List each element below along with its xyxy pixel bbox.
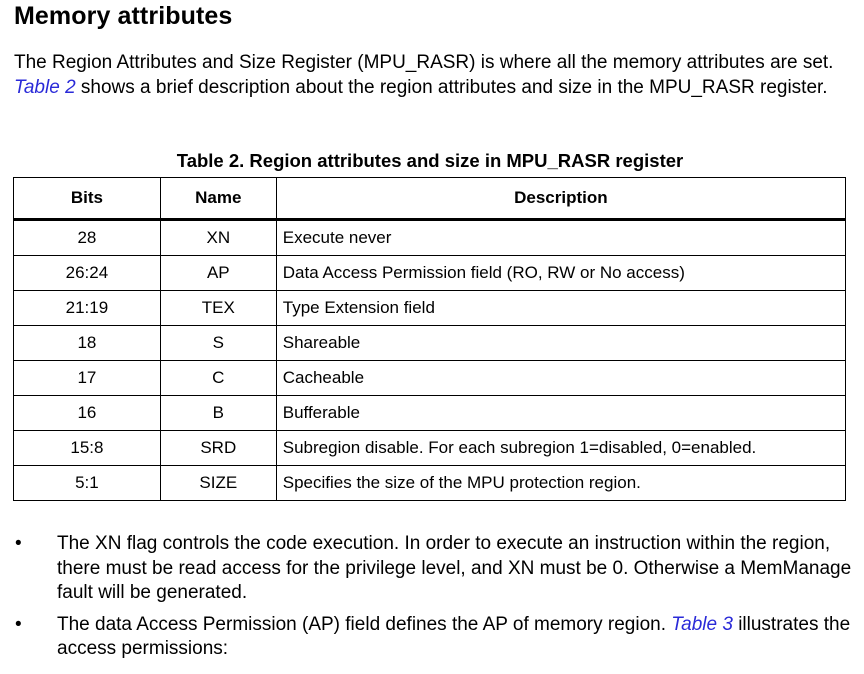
table-row: 28 XN Execute never <box>13 219 847 256</box>
cell-description: Bufferable <box>275 395 847 431</box>
bullet-text: The XN flag controls the code execution.… <box>57 533 852 603</box>
table-row: 26:24 AP Data Access Permission field (R… <box>13 255 847 291</box>
table-row: 21:19 TEX Type Extension field <box>13 290 847 326</box>
cell-name: SIZE <box>159 465 277 501</box>
cell-name: SRD <box>159 430 277 466</box>
cell-bits: 26:24 <box>13 255 161 291</box>
cell-description: Execute never <box>275 219 847 256</box>
list-item: • The data Access Permission (AP) field … <box>14 613 854 662</box>
bullet-text-after: illustrates the access permissions: <box>57 613 851 660</box>
table-row: 17 C Cacheable <box>13 360 847 396</box>
cell-name: C <box>159 360 277 396</box>
cell-name: TEX <box>159 290 277 326</box>
header-description: Description <box>275 177 847 221</box>
cell-bits: 5:1 <box>13 465 161 501</box>
cell-description: Shareable <box>275 325 847 361</box>
table-row: 5:1 SIZE Specifies the size of the MPU p… <box>13 465 847 501</box>
table-caption: Table 2. Region attributes and size in M… <box>176 150 684 171</box>
intro-text-1: The Region Attributes and Size Register … <box>14 52 834 73</box>
cell-description: Specifies the size of the MPU protection… <box>275 465 847 501</box>
table-header-row: Bits Name Description <box>13 177 847 221</box>
cell-description: Cacheable <box>275 360 847 396</box>
bullet-icon: • <box>15 533 22 554</box>
header-name: Name <box>159 177 277 221</box>
header-bits: Bits <box>13 177 161 221</box>
intro-paragraph: The Region Attributes and Size Register … <box>14 51 844 100</box>
cell-description: Data Access Permission field (RO, RW or … <box>275 255 847 291</box>
cell-bits: 21:19 <box>13 290 161 326</box>
cell-description: Type Extension field <box>275 290 847 326</box>
bullet-icon: • <box>15 613 22 635</box>
bullet-text-before: The data Access Permission (AP) field de… <box>57 613 672 635</box>
section-heading: Memory attributes <box>14 2 233 30</box>
table-2-link[interactable]: Table 2 <box>14 76 76 98</box>
table-3-link[interactable]: Table 3 <box>671 613 733 635</box>
bullet-list: • The XN flag controls the code executio… <box>14 532 854 669</box>
cell-description: Subregion disable. For each subregion 1=… <box>275 430 847 466</box>
cell-name: XN <box>159 219 277 256</box>
list-item: • The XN flag controls the code executio… <box>14 532 854 606</box>
table-row: 15:8 SRD Subregion disable. For each sub… <box>13 430 847 466</box>
cell-bits: 28 <box>13 219 161 256</box>
cell-name: AP <box>159 255 277 291</box>
cell-name: B <box>159 395 277 431</box>
table-row: 18 S Shareable <box>13 325 847 361</box>
cell-bits: 18 <box>13 325 161 361</box>
cell-bits: 17 <box>13 360 161 396</box>
mpu-rasr-table: Bits Name Description 28 XN Execute neve… <box>13 177 847 501</box>
table-row: 16 B Bufferable <box>13 395 847 431</box>
intro-text-2: shows a brief description about the regi… <box>75 76 828 98</box>
cell-bits: 16 <box>13 395 161 431</box>
cell-bits: 15:8 <box>13 430 161 466</box>
cell-name: S <box>159 325 277 361</box>
